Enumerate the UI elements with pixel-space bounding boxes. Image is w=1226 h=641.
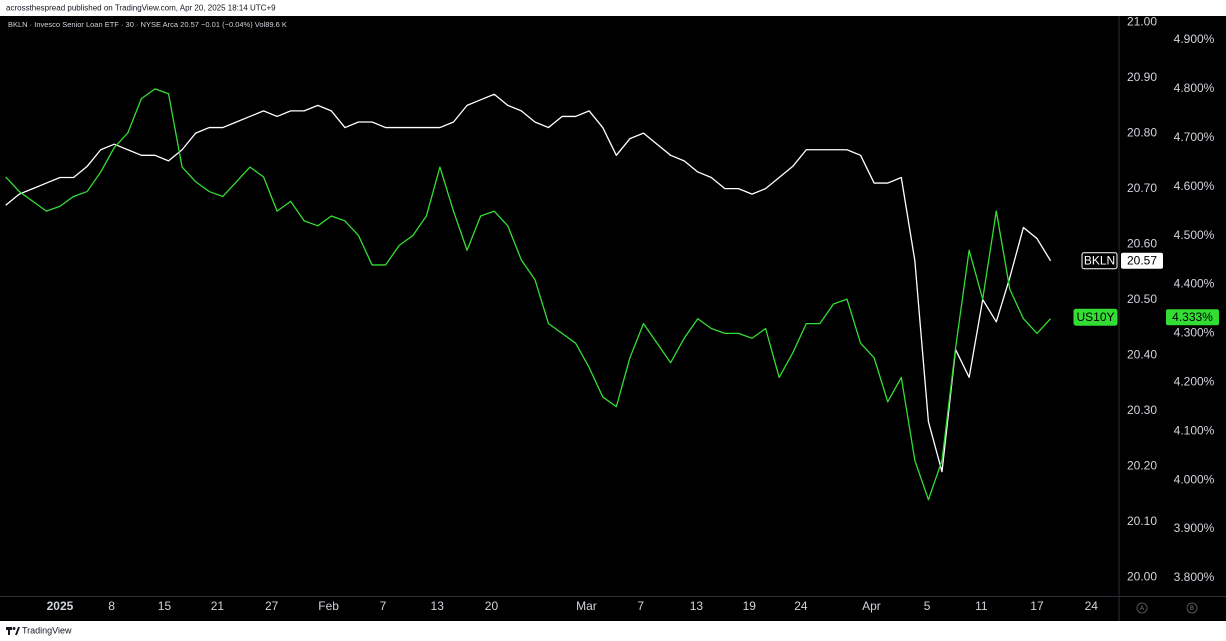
x-tick-label: 24 (1085, 599, 1099, 613)
y2-tick-label: 4.000% (1174, 472, 1215, 486)
footer-logo (6, 627, 20, 635)
x-tick-label: 2025 (47, 599, 74, 613)
y2-tick-label: 4.900% (1174, 32, 1215, 46)
y2-tick-label: 4.500% (1174, 228, 1215, 242)
y-tick-label: 20.10 (1127, 514, 1157, 528)
y-tick-label: 20.30 (1127, 403, 1157, 417)
series-name-box (1081, 252, 1118, 270)
y2-tick-label: 4.300% (1174, 326, 1215, 340)
x-tick-label: 7 (637, 599, 644, 613)
x-tick-label: 17 (1030, 599, 1044, 613)
y2-tick-label: 4.800% (1174, 81, 1215, 95)
y-tick-label: 20.40 (1127, 347, 1157, 361)
x-tick-label: 15 (158, 599, 172, 613)
axis-button[interactable] (1136, 602, 1148, 614)
x-tick-label: 13 (690, 599, 704, 613)
y2-tick-label: 4.600% (1174, 179, 1215, 193)
x-tick-label: 19 (743, 599, 757, 613)
x-tick-label: 24 (794, 599, 808, 613)
x-tick-label: 5 (924, 599, 931, 613)
x-tick-label: Mar (576, 599, 597, 613)
series-name-box (1073, 308, 1118, 326)
last-value-label: 4.333% (1172, 310, 1213, 324)
axis-button-label[interactable]: A (1140, 606, 1144, 612)
y-tick-label: 20.50 (1127, 292, 1157, 306)
last-value-box (1121, 252, 1163, 269)
y-tick-label: 21.00 (1127, 14, 1157, 28)
y2-tick-label: 4.400% (1174, 277, 1215, 291)
y-tick-label: 20.80 (1127, 125, 1157, 139)
x-tick-label: Apr (862, 599, 881, 613)
x-tick-label: Feb (318, 599, 339, 613)
y2-tick-label: 4.200% (1174, 374, 1215, 388)
x-tick-label: 13 (431, 599, 445, 613)
y2-tick-label: 3.800% (1174, 570, 1215, 584)
y2-tick-label: 3.900% (1174, 521, 1215, 535)
axis-button[interactable] (1186, 602, 1198, 614)
series-line (5, 93, 1052, 473)
series-name-label: US10Y (1076, 310, 1114, 324)
y2-tick-label: 4.700% (1174, 130, 1215, 144)
last-value-box (1166, 309, 1219, 326)
y-tick-label: 20.20 (1127, 458, 1157, 472)
last-value-label: 20.57 (1127, 253, 1157, 267)
header-text: acrossthespread published on TradingView… (6, 4, 276, 13)
y-tick-label: 20.60 (1127, 236, 1157, 250)
footer-text: TradingView (22, 625, 72, 635)
header-bar (0, 0, 1226, 16)
series-name-label: BKLN (1084, 253, 1115, 267)
y-tick-label: 20.70 (1127, 181, 1157, 195)
x-tick-label: 11 (975, 599, 988, 613)
footer-bar (0, 621, 1226, 641)
x-tick-label: 21 (211, 599, 225, 613)
x-tick-label: 7 (380, 599, 387, 613)
y-tick-label: 20.90 (1127, 70, 1157, 84)
x-tick-label: 27 (265, 599, 279, 613)
x-tick-label: 20 (485, 599, 499, 613)
chart-title: BKLN · Invesco Senior Loan ETF · 30 · NY… (8, 20, 287, 29)
x-tick-label: 8 (108, 599, 115, 613)
y-tick-label: 20.00 (1127, 569, 1157, 583)
axis-button-label[interactable]: B (1190, 606, 1194, 612)
y2-tick-label: 4.100% (1174, 423, 1215, 437)
series-line (5, 88, 1052, 501)
